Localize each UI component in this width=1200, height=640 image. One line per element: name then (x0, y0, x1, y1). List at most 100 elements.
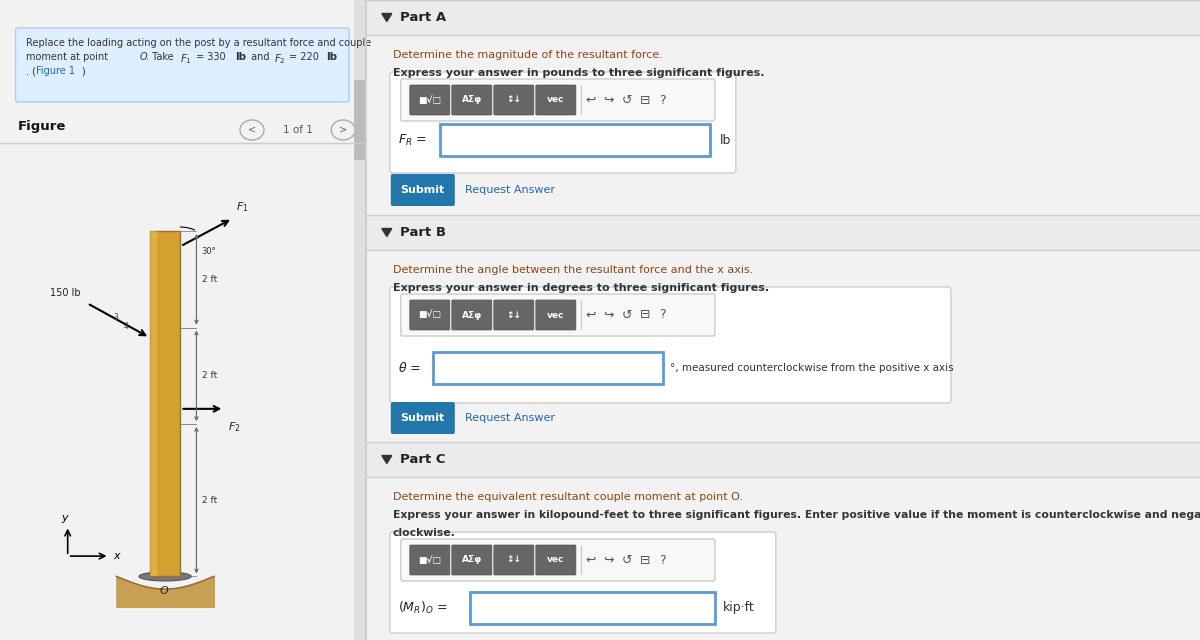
Polygon shape (382, 13, 392, 22)
Ellipse shape (139, 572, 191, 581)
Text: $F_1$: $F_1$ (180, 52, 192, 66)
Text: $F_2$: $F_2$ (274, 52, 286, 66)
Text: Express your answer in degrees to three significant figures.: Express your answer in degrees to three … (392, 283, 769, 293)
Text: 4: 4 (124, 321, 128, 331)
Text: x: x (113, 551, 120, 561)
Text: = 220: = 220 (289, 52, 322, 62)
Text: ΑΣφ: ΑΣφ (462, 95, 482, 104)
Bar (365, 442, 1200, 477)
FancyBboxPatch shape (452, 545, 492, 575)
FancyBboxPatch shape (391, 402, 455, 434)
Text: °, measured counterclockwise from the positive x axis: °, measured counterclockwise from the po… (670, 363, 954, 373)
FancyBboxPatch shape (410, 300, 450, 330)
Text: Part C: Part C (400, 453, 445, 466)
Text: 2 ft: 2 ft (202, 496, 217, 505)
Text: 3: 3 (114, 313, 119, 322)
Text: lb: lb (235, 52, 246, 62)
Bar (354, 0, 365, 640)
Text: 150 lb: 150 lb (49, 288, 80, 298)
FancyBboxPatch shape (536, 545, 576, 575)
Text: Determine the equivalent resultant couple moment at point O.: Determine the equivalent resultant coupl… (392, 492, 743, 502)
FancyBboxPatch shape (494, 545, 534, 575)
Bar (433, 352, 662, 384)
Text: ↪: ↪ (604, 554, 614, 566)
Text: ↺: ↺ (622, 308, 632, 321)
Text: ΑΣφ: ΑΣφ (462, 310, 482, 319)
Text: vec: vec (547, 310, 564, 319)
FancyBboxPatch shape (410, 85, 450, 115)
FancyBboxPatch shape (494, 85, 534, 115)
Text: ■√□: ■√□ (419, 310, 442, 319)
Text: Part A: Part A (400, 11, 446, 24)
Text: Figure: Figure (18, 120, 66, 133)
Bar (150, 231, 157, 577)
Text: $(M_R)_O$ =: $(M_R)_O$ = (398, 600, 448, 616)
Text: O: O (160, 586, 168, 596)
FancyBboxPatch shape (410, 545, 450, 575)
Text: Determine the angle between the resultant force and the x axis.: Determine the angle between the resultan… (392, 265, 754, 275)
Polygon shape (382, 456, 392, 463)
FancyBboxPatch shape (401, 539, 715, 581)
Text: $F_1$: $F_1$ (236, 200, 248, 214)
Text: moment at point: moment at point (26, 52, 112, 62)
Text: ■√□: ■√□ (419, 95, 442, 104)
FancyBboxPatch shape (536, 300, 576, 330)
Text: ⊟: ⊟ (640, 554, 650, 566)
Text: Determine the magnitude of the resultant force.: Determine the magnitude of the resultant… (392, 50, 662, 60)
FancyBboxPatch shape (536, 85, 576, 115)
Text: ↕↓: ↕↓ (506, 95, 521, 104)
Text: vec: vec (547, 95, 564, 104)
Text: >: > (340, 125, 347, 135)
Text: ?: ? (660, 93, 666, 106)
Text: . Take: . Take (146, 52, 178, 62)
Text: Request Answer: Request Answer (464, 185, 554, 195)
Text: ↪: ↪ (604, 308, 614, 321)
Polygon shape (382, 228, 392, 237)
Text: lb: lb (720, 134, 731, 147)
Text: ■√□: ■√□ (419, 556, 442, 564)
Text: 2 ft: 2 ft (202, 275, 217, 284)
Text: ΑΣφ: ΑΣφ (462, 556, 482, 564)
Text: $F_2$: $F_2$ (228, 420, 240, 434)
Text: 2 ft: 2 ft (202, 371, 217, 380)
Bar (470, 592, 715, 624)
Bar (365, 0, 1200, 35)
FancyBboxPatch shape (390, 287, 950, 403)
Bar (365, 215, 1200, 250)
FancyBboxPatch shape (390, 532, 776, 633)
Text: ?: ? (660, 308, 666, 321)
Text: y: y (61, 513, 67, 522)
FancyBboxPatch shape (452, 85, 492, 115)
Text: Replace the loading acting on the post by a resultant force and couple: Replace the loading acting on the post b… (26, 38, 372, 48)
FancyBboxPatch shape (401, 79, 715, 121)
Text: Express your answer in pounds to three significant figures.: Express your answer in pounds to three s… (392, 68, 764, 78)
Text: <: < (248, 125, 256, 135)
FancyBboxPatch shape (391, 174, 455, 206)
Bar (150, 231, 180, 577)
Text: ⊟: ⊟ (640, 308, 650, 321)
Text: ): ) (82, 66, 85, 76)
Text: kip·ft: kip·ft (722, 602, 755, 614)
Text: $F_R$ =: $F_R$ = (398, 132, 426, 148)
Text: ↩: ↩ (586, 93, 596, 106)
FancyBboxPatch shape (452, 300, 492, 330)
Text: $\theta$ =: $\theta$ = (398, 361, 421, 375)
Text: ⊟: ⊟ (640, 93, 650, 106)
Text: lb: lb (326, 52, 337, 62)
FancyBboxPatch shape (16, 28, 349, 102)
Text: ↺: ↺ (622, 93, 632, 106)
Text: and: and (248, 52, 274, 62)
Text: vec: vec (547, 556, 564, 564)
FancyBboxPatch shape (401, 294, 715, 336)
Text: Request Answer: Request Answer (464, 413, 554, 423)
FancyBboxPatch shape (390, 72, 736, 173)
Text: = 330: = 330 (196, 52, 228, 62)
FancyBboxPatch shape (494, 300, 534, 330)
Text: ↺: ↺ (622, 554, 632, 566)
Text: O: O (139, 52, 146, 62)
Text: ↩: ↩ (586, 308, 596, 321)
Text: . (: . ( (26, 66, 36, 76)
Text: ↪: ↪ (604, 93, 614, 106)
Text: ↕↓: ↕↓ (506, 556, 521, 564)
Text: Part B: Part B (400, 226, 446, 239)
